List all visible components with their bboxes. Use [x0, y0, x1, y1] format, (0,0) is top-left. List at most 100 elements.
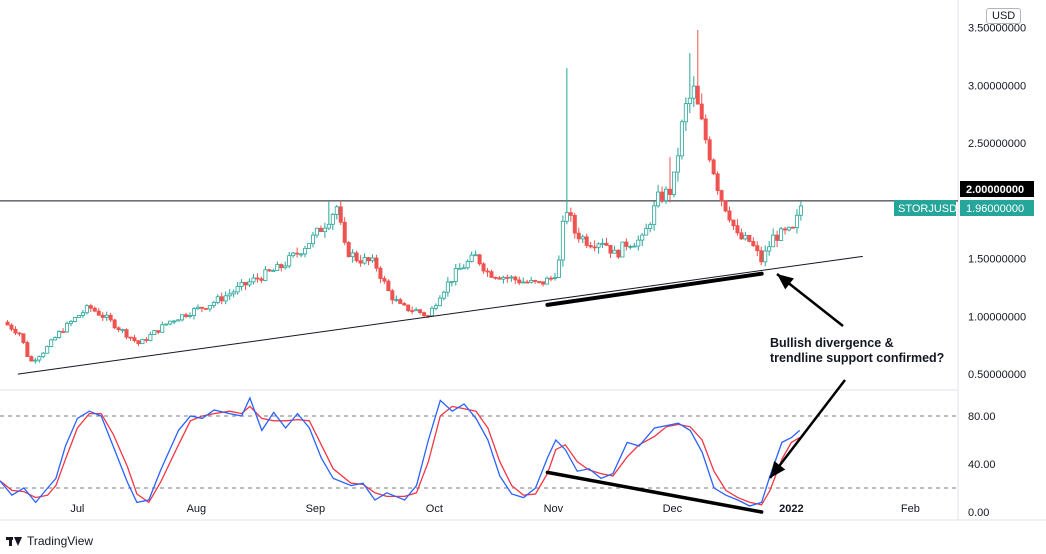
candle-body: [576, 232, 581, 240]
candle-body: [477, 254, 482, 265]
candle-body: [493, 276, 498, 279]
candle-body: [783, 228, 788, 231]
candle-body: [61, 331, 66, 333]
candle-body: [211, 302, 216, 306]
candle-body: [346, 242, 351, 258]
candle-body: [755, 245, 760, 252]
candle-body: [279, 264, 284, 269]
time-tick-label: Jul: [70, 503, 84, 515]
price-pane[interactable]: [0, 30, 958, 375]
candle-body: [441, 291, 446, 299]
candle-body: [362, 257, 367, 264]
price-divergence-line: [545, 271, 764, 307]
candle-body: [100, 314, 105, 318]
candle-body: [307, 243, 312, 249]
candle-body: [303, 247, 308, 255]
candle-body: [652, 205, 657, 226]
candle-body: [751, 241, 756, 247]
candle-body: [537, 281, 542, 283]
candle-body: [80, 312, 85, 316]
candle-body: [88, 305, 93, 309]
candle-body: [759, 250, 764, 263]
candle-body: [719, 190, 724, 202]
candle-body: [414, 309, 419, 312]
candle-body: [644, 228, 649, 236]
candle-body: [243, 281, 248, 286]
candle-body: [533, 279, 538, 282]
symbol-badge: STORJUSD: [894, 200, 957, 216]
candle-body: [358, 260, 363, 264]
price-tick-label: 2.50000000: [968, 138, 1026, 150]
candle-body: [489, 271, 494, 278]
candle-body: [203, 307, 208, 310]
candle-body: [199, 306, 204, 309]
candle-body: [560, 220, 565, 261]
candle-body: [84, 305, 89, 314]
candle-body: [580, 236, 585, 240]
candle-body: [731, 219, 736, 227]
candle-body: [588, 245, 593, 248]
candle-body: [545, 277, 550, 285]
candle-body: [29, 356, 34, 362]
candle-body: [505, 276, 510, 279]
candle-body: [632, 245, 637, 248]
symbol-label: STORJUSD: [898, 203, 957, 215]
candle-body: [259, 278, 264, 281]
candle-body: [45, 345, 50, 354]
candle-body: [366, 257, 371, 262]
candle-body: [207, 305, 212, 310]
candle-body: [465, 261, 470, 269]
candle-body: [160, 324, 165, 333]
candle-body: [723, 200, 728, 212]
candle-body: [251, 277, 256, 283]
candle-body: [418, 309, 423, 314]
candle-body: [176, 319, 181, 322]
candle-body: [798, 205, 803, 216]
candle-body: [695, 85, 700, 105]
time-tick-label: 2022: [779, 503, 803, 515]
candle-body: [350, 252, 355, 258]
candle-body: [608, 244, 613, 254]
time-tick-label: Dec: [663, 503, 683, 515]
candle-body: [616, 249, 621, 258]
last-price: 1.96000000: [966, 203, 1024, 215]
candle-body: [402, 303, 407, 306]
candle-body: [9, 324, 14, 330]
currency-selector[interactable]: USD: [986, 8, 1022, 24]
candle-body: [188, 315, 193, 317]
time-tick-label: Oct: [426, 503, 443, 515]
arrow-to-oscillator-shaft: [769, 379, 846, 479]
candle-body: [671, 171, 676, 195]
candle-body: [485, 270, 490, 273]
time-tick-label: Feb: [901, 503, 920, 515]
candle-body: [743, 234, 748, 240]
candle-body: [184, 314, 189, 317]
horizontal-line-badge-bg: [960, 181, 1034, 197]
candle-body: [457, 267, 462, 270]
tradingview-logo[interactable]: TradingView: [6, 534, 93, 548]
candle-body: [267, 269, 272, 272]
candle-body: [180, 314, 185, 321]
candle-body: [330, 214, 335, 225]
candle-body: [17, 332, 22, 335]
candle-body: [124, 329, 129, 338]
oscillator-divergence-line: [545, 470, 764, 514]
candle-body: [195, 306, 200, 310]
candle-body: [509, 276, 514, 279]
candle-body: [310, 234, 315, 245]
candle-body: [275, 264, 280, 271]
candle-body: [691, 85, 696, 99]
candle-body: [771, 234, 776, 248]
candle-body: [13, 328, 18, 334]
candle-body: [271, 270, 276, 272]
candle-body: [144, 339, 149, 341]
candle-body: [763, 250, 768, 263]
oscillator-pane[interactable]: [0, 396, 958, 514]
candle-body: [398, 299, 403, 304]
price-tick-label: 1.00000000: [968, 311, 1026, 323]
candle-body: [584, 236, 589, 246]
time-tick-label: Nov: [544, 503, 564, 515]
candle-body: [437, 297, 442, 307]
candle-body: [53, 337, 58, 341]
